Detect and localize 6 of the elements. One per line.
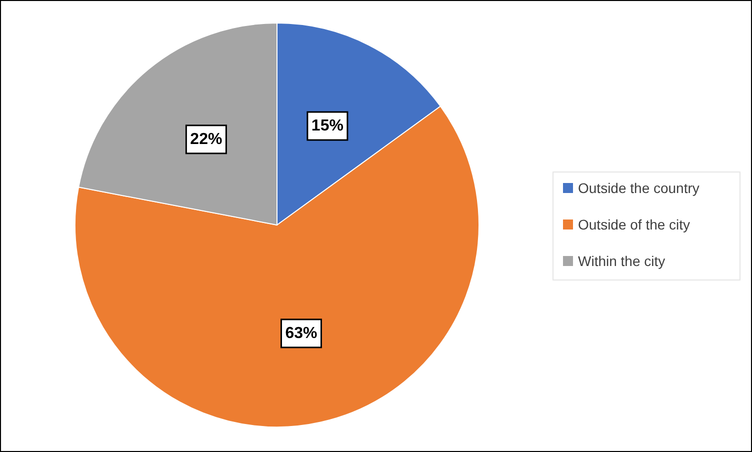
legend-label: Outside the country xyxy=(578,180,700,196)
legend-label: Outside of the city xyxy=(578,216,690,232)
data-label: 22% xyxy=(190,130,222,148)
data-label: 15% xyxy=(311,118,344,135)
data-label: 63% xyxy=(285,324,318,342)
legend-label: Within the city xyxy=(578,253,666,269)
